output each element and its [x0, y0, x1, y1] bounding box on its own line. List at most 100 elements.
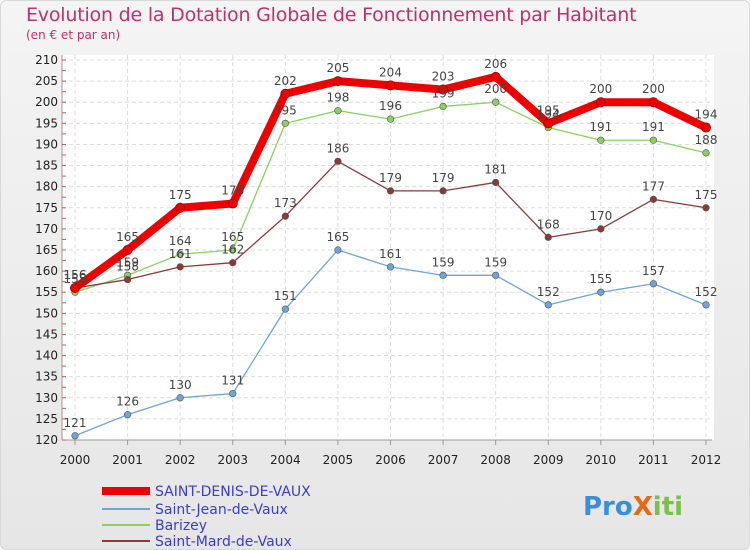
data-label: 164	[169, 234, 192, 248]
data-point	[492, 178, 500, 187]
data-label: 175	[695, 188, 718, 202]
y-tick-label: 165	[35, 243, 58, 257]
data-point	[597, 288, 605, 296]
x-tick-label: 2006	[375, 453, 406, 467]
data-label: 200	[642, 82, 665, 96]
data-point	[334, 157, 342, 165]
data-label: 152	[537, 285, 560, 299]
data-point	[438, 84, 449, 95]
data-label: 173	[274, 196, 297, 210]
x-tick-label: 2001	[112, 453, 143, 467]
data-point	[439, 187, 447, 195]
data-label: 205	[326, 61, 349, 75]
data-label: 156	[64, 268, 87, 282]
data-point	[386, 263, 395, 271]
data-point	[122, 245, 133, 255]
data-point	[386, 115, 395, 123]
data-point	[492, 271, 500, 279]
data-point	[597, 136, 605, 144]
y-tick-label: 135	[35, 370, 58, 384]
data-label: 179	[379, 171, 402, 185]
data-point	[544, 233, 552, 241]
data-label: 181	[484, 162, 507, 176]
data-label: 165	[326, 230, 349, 244]
data-label: 188	[695, 133, 718, 147]
y-tick-label: 140	[35, 349, 58, 363]
data-label: 179	[432, 171, 455, 185]
data-point	[123, 411, 132, 419]
x-tick-label: 2002	[165, 453, 196, 467]
data-point	[176, 394, 184, 402]
data-point	[332, 76, 343, 87]
data-label: 158	[116, 260, 139, 274]
data-point	[176, 250, 184, 258]
y-tick-label: 180	[35, 180, 58, 194]
x-tick-label: 2004	[270, 453, 301, 467]
data-label: 194	[537, 108, 560, 122]
data-point	[595, 97, 606, 108]
data-point	[176, 263, 184, 271]
y-tick-label: 195	[35, 116, 58, 130]
data-point	[439, 271, 447, 279]
x-tick-label: 2000	[60, 453, 91, 467]
y-tick-label: 125	[35, 412, 58, 426]
legend-label: Saint-Jean-de-Vaux	[155, 502, 288, 518]
data-label: 198	[326, 91, 349, 105]
data-point	[229, 389, 237, 398]
data-label: 157	[642, 264, 665, 278]
legend-label: SAINT-DENIS-DE-VAUX	[155, 484, 311, 500]
x-tick-label: 2011	[638, 453, 669, 467]
data-point	[648, 97, 659, 108]
data-point	[280, 88, 291, 99]
data-label: 203	[432, 70, 455, 84]
data-label: 130	[169, 378, 192, 392]
y-tick-label: 200	[35, 95, 58, 109]
data-point	[334, 246, 342, 254]
data-point	[281, 305, 289, 313]
data-label: 177	[642, 179, 665, 193]
data-label: 165	[116, 230, 139, 244]
data-label: 176	[221, 184, 244, 198]
data-label: 191	[589, 120, 612, 134]
data-point	[334, 107, 342, 115]
y-tick-label: 120	[35, 433, 58, 447]
data-label: 199	[432, 86, 455, 100]
chart-title: Evolution de la Dotation Globale de Fonc…	[26, 4, 637, 26]
y-tick-label: 170	[35, 222, 58, 236]
data-label: 159	[484, 255, 507, 269]
data-point	[281, 212, 289, 220]
data-label: 194	[695, 108, 718, 122]
x-tick-label: 2007	[428, 453, 459, 467]
y-tick-label: 210	[35, 53, 58, 67]
data-point	[281, 119, 289, 127]
data-label: 159	[116, 255, 139, 269]
data-point	[544, 301, 552, 309]
x-tick-label: 2012	[691, 453, 722, 467]
data-point	[492, 98, 500, 106]
data-point	[597, 225, 605, 233]
data-point	[649, 136, 658, 144]
data-point	[701, 122, 711, 133]
data-point	[649, 280, 658, 288]
data-label: 126	[116, 395, 139, 409]
y-tick-label: 175	[35, 201, 58, 215]
y-tick-label: 150	[35, 306, 58, 320]
data-point	[227, 198, 238, 209]
data-label: 200	[484, 82, 507, 96]
data-label: 204	[379, 65, 402, 79]
svg-text:ProXiti: ProXiti	[583, 492, 683, 522]
y-tick-label: 190	[35, 137, 58, 151]
y-tick-label: 185	[35, 159, 58, 173]
x-tick-label: 2010	[586, 453, 617, 467]
data-point	[229, 259, 237, 267]
data-label: 131	[221, 374, 244, 388]
data-point	[543, 118, 554, 129]
y-tick-label: 145	[35, 327, 58, 341]
proxiti-logo: ProXiti	[583, 492, 683, 522]
data-point	[649, 195, 658, 203]
data-label: 168	[537, 217, 560, 231]
data-label: 152	[695, 285, 718, 299]
data-label: 162	[221, 243, 244, 257]
data-point	[175, 202, 186, 213]
